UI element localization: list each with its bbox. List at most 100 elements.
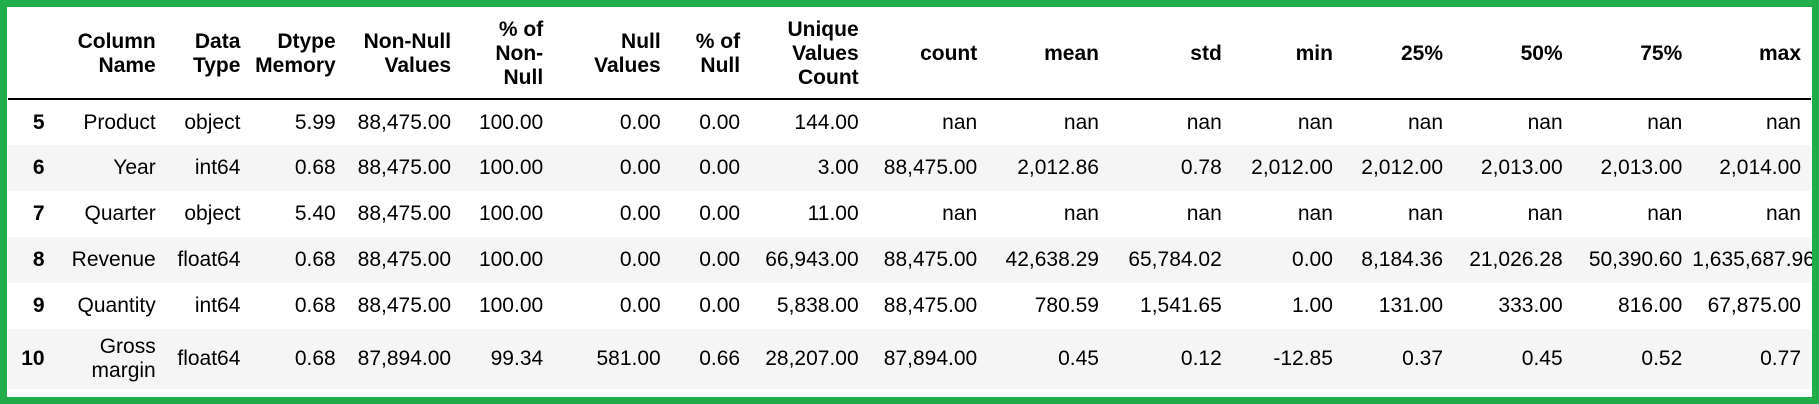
column-header: max	[1692, 10, 1811, 100]
table-cell: 0.77	[1760, 347, 1801, 370]
column-header: Dtype Memory	[250, 10, 346, 100]
row-index: 7	[32, 202, 45, 225]
table-cell: 1.00	[1292, 294, 1333, 317]
table-cell: 0.12	[1180, 347, 1222, 370]
table-cell: 87,894.00	[357, 347, 452, 370]
row-index: 10	[21, 347, 45, 370]
table-row: 9 Quantity int64 0.68 88,475.00 100.00 0…	[8, 283, 1811, 329]
table-cell: Quarter	[84, 202, 156, 225]
column-header: std	[1108, 10, 1232, 100]
table-cell: Gross margin	[91, 335, 156, 382]
table-cell: 0.68	[294, 347, 336, 370]
table-cell: 0.78	[1180, 156, 1222, 179]
column-header: count	[868, 10, 988, 100]
table-cell: nan	[1407, 110, 1444, 134]
table-cell: 21,026.28	[1469, 248, 1563, 271]
column-header: Non-Null Values	[345, 10, 462, 100]
table-cell: 67,875.00	[1707, 294, 1801, 317]
table-cell: Quantity	[77, 294, 156, 317]
table-cell: 3.00	[817, 156, 859, 179]
table-cell: 0.66	[699, 347, 741, 370]
table-cell: nan	[1063, 202, 1099, 225]
row-index: 8	[32, 248, 45, 271]
table-cell: 1,541.65	[1140, 294, 1222, 317]
table-cell: 88,475.00	[357, 202, 452, 225]
table-cell: 100.00	[478, 294, 544, 317]
table-cell: nan	[1647, 110, 1683, 134]
table-cell: 0.00	[619, 110, 661, 134]
table-cell: 0.45	[1058, 347, 1099, 370]
table-cell: 2,012.86	[1017, 156, 1099, 179]
table-cell: nan	[1765, 202, 1801, 225]
table-cell: 0.00	[619, 156, 661, 179]
table-cell: nan	[1186, 202, 1222, 225]
row-index: 9	[32, 294, 45, 317]
index-header	[8, 10, 55, 100]
table-cell: 0.45	[1521, 347, 1563, 370]
table-row: 8 Revenue float64 0.68 88,475.00 100.00 …	[8, 237, 1812, 283]
table-cell: 42,638.29	[1005, 248, 1099, 271]
table-cell: 88,475.00	[883, 294, 978, 317]
table-cell: 0.00	[619, 294, 661, 317]
table-cell: nan	[1297, 110, 1333, 134]
header-row: Column Name Data Type Dtype Memory Non-N…	[8, 10, 1811, 100]
table-cell: 100.00	[478, 110, 544, 134]
column-header: 50%	[1453, 10, 1573, 100]
column-header: % of Non-Null	[461, 10, 554, 100]
table-cell: 87,894.00	[883, 347, 978, 370]
table-cell: nan	[942, 202, 978, 225]
row-index: 6	[32, 156, 45, 179]
column-header: Null Values	[553, 10, 671, 100]
table-cell: 65,784.02	[1128, 248, 1222, 271]
column-header: Data Type	[165, 10, 251, 100]
table-cell: 131.00	[1378, 294, 1444, 317]
table-cell: 5.40	[294, 202, 336, 225]
table-row: 10 Gross margin float64 0.68 87,894.00 9…	[8, 329, 1811, 389]
table-cell: 144.00	[794, 110, 859, 134]
table-cell: 88,475.00	[357, 110, 452, 134]
table-cell: 0.68	[294, 156, 336, 179]
table-cell: 2,012.00	[1251, 156, 1333, 179]
table-cell: float64	[177, 347, 241, 370]
table-cell: nan	[942, 110, 978, 134]
table-cell: 88,475.00	[357, 156, 452, 179]
table-cell: 11.00	[807, 202, 859, 225]
table-cell: 8,184.36	[1361, 248, 1444, 271]
table-cell: 0.52	[1641, 347, 1683, 370]
table-cell: Product	[83, 110, 156, 134]
table-row: 7 Quarter object 5.40 88,475.00 100.00 0…	[8, 191, 1811, 237]
table-cell: 0.00	[619, 202, 661, 225]
column-header: min	[1231, 10, 1343, 100]
table-cell: 581.00	[596, 347, 661, 370]
column-header: mean	[987, 10, 1109, 100]
table-cell: 0.00	[699, 110, 741, 134]
column-header: 75%	[1572, 10, 1693, 100]
table-cell: 88,475.00	[357, 248, 452, 271]
table-cell: 66,943.00	[765, 248, 859, 271]
table-cell: 0.00	[699, 202, 741, 225]
table-cell: nan	[1297, 202, 1333, 225]
table-cell: nan	[1063, 110, 1099, 134]
table-cell: 0.37	[1402, 347, 1444, 370]
table-cell: nan	[1527, 202, 1563, 225]
table-cell: 50,390.60	[1588, 248, 1683, 271]
table-cell: 2,013.00	[1600, 156, 1683, 179]
table-cell: float64	[177, 248, 241, 271]
table-cell: nan	[1647, 202, 1683, 225]
table-cell: 5,838.00	[776, 294, 859, 317]
table-cell: nan	[1765, 110, 1801, 134]
table-cell: 2,013.00	[1480, 156, 1563, 179]
table-cell: object	[184, 110, 241, 134]
table-cell: int64	[194, 156, 241, 179]
table-cell: nan	[1527, 110, 1563, 134]
table-row: 6 Year int64 0.68 88,475.00 100.00 0.00 …	[8, 145, 1811, 191]
table-cell: 88,475.00	[357, 294, 452, 317]
column-header: Unique Values Count	[750, 10, 869, 100]
table-cell: nan	[1186, 110, 1222, 134]
table-cell: -12.85	[1273, 347, 1333, 370]
table-cell: Year	[113, 156, 156, 179]
table-cell: int64	[194, 294, 241, 317]
table-cell: 0.00	[699, 156, 741, 179]
table-cell: 28,207.00	[765, 347, 859, 370]
